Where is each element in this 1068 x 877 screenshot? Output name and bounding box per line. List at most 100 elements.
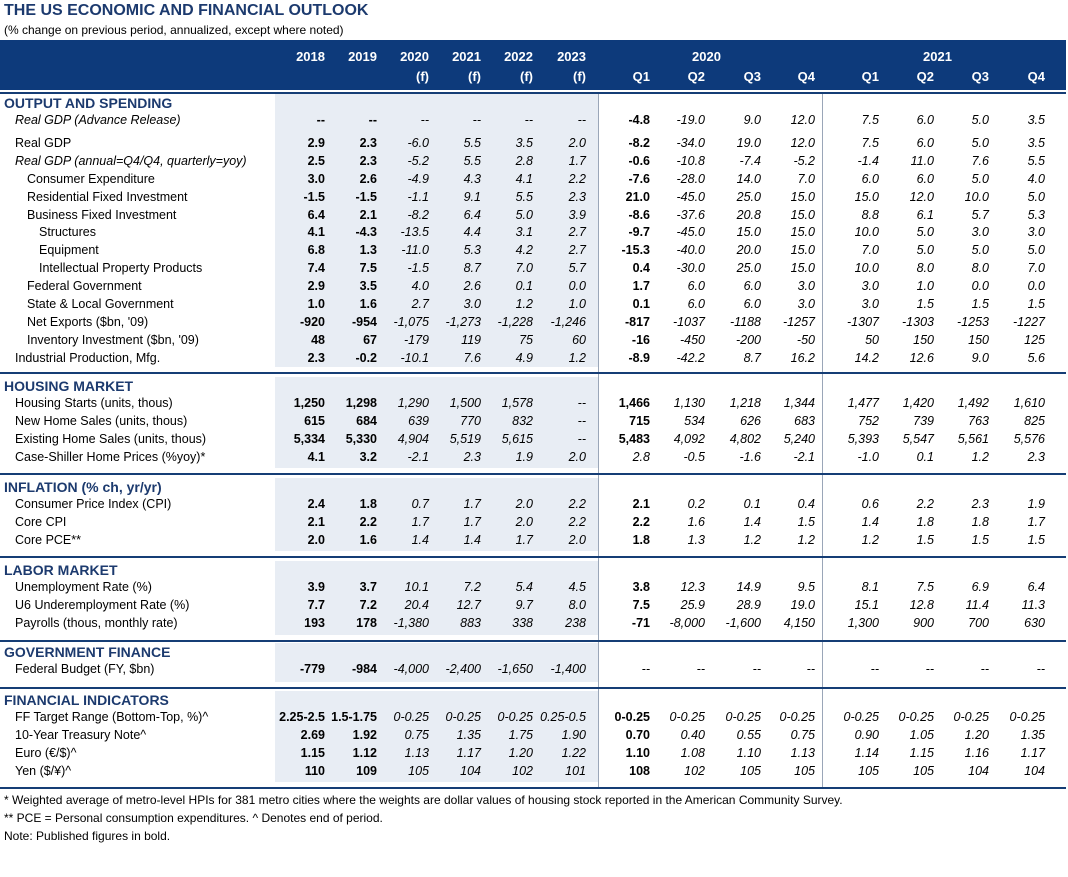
table-cell: --: [696, 662, 705, 676]
table-cell: 1.17: [456, 745, 481, 760]
table-cell: -1.4: [857, 153, 879, 168]
table-cell: 105: [794, 763, 815, 778]
header-forecast-2023: (f): [573, 69, 586, 84]
table-cell: 2.5: [307, 153, 325, 168]
table-cell: 102: [512, 763, 533, 778]
table-cell: 5.3: [463, 243, 481, 258]
table-cell: --: [925, 662, 934, 676]
section-heading: INFLATION (% ch, yr/yr): [4, 479, 162, 495]
table-cell: -40.0: [676, 243, 706, 258]
table-cell: 1.5-1.75: [331, 710, 377, 724]
table-cell: -954: [351, 314, 377, 329]
table-cell: 1,344: [783, 396, 815, 410]
header-quarter: Q2: [687, 69, 705, 84]
footnote: ** PCE = Personal consumption expenditur…: [4, 811, 383, 825]
table-cell: 684: [356, 413, 377, 428]
table-cell: -8.9: [628, 350, 650, 365]
table-cell: 2.2: [568, 514, 586, 529]
row-label: FF Target Range (Bottom-Top, %)^: [15, 710, 209, 724]
table-cell: --: [420, 113, 429, 127]
row-label: Case-Shiller Home Prices (%yoy)*: [15, 449, 206, 464]
table-cell: 1.10: [625, 745, 650, 760]
table-cell: 9.0: [743, 113, 761, 127]
table-cell: 15.0: [790, 225, 815, 240]
table-cell: -50: [796, 332, 815, 347]
table-cell: 1.22: [561, 745, 586, 760]
table-cell: 5,240: [783, 431, 815, 446]
table-cell: -2,400: [445, 662, 481, 676]
row-label: State & Local Government: [27, 297, 174, 311]
table-cell: -1,075: [393, 314, 429, 329]
table-cell: 5.5: [463, 153, 481, 168]
row-label: Net Exports ($bn, '09): [27, 314, 149, 329]
table-cell: --: [752, 662, 761, 676]
table-cell: 0-0.25: [843, 710, 879, 724]
table-cell: 1.6: [687, 514, 705, 529]
table-cell: 1.13: [404, 745, 429, 760]
row-label: Unemployment Rate (%): [15, 580, 152, 594]
table-cell: -28.0: [676, 171, 706, 186]
table-cell: 1.90: [561, 727, 586, 742]
table-cell: 2.3: [359, 153, 377, 168]
table-cell: -7.6: [628, 171, 650, 186]
table-cell: 5,615: [501, 431, 533, 446]
table-cell: 2.3: [359, 135, 377, 150]
table-cell: 9.5: [797, 580, 815, 594]
table-cell: 1.6: [359, 297, 377, 311]
header-band: [0, 40, 1066, 90]
table-cell: 4.5: [568, 580, 586, 594]
table-cell: -30.0: [676, 261, 706, 276]
table-cell: 1.5: [916, 297, 934, 311]
table-cell: 25.0: [736, 189, 761, 204]
table-cell: 50: [865, 332, 879, 347]
header-year-2021-quarters: 2021: [923, 49, 952, 64]
table-cell: 7.2: [359, 597, 377, 612]
row-label: Intellectual Property Products: [39, 261, 203, 276]
table-cell: 1.3: [359, 243, 377, 258]
table-cell: --: [368, 113, 377, 127]
table-cell: 8.7: [743, 350, 761, 365]
table-cell: 14.9: [736, 580, 761, 594]
table-cell: 4.0: [1027, 171, 1045, 186]
table-cell: 21.0: [625, 189, 650, 204]
table-cell: 5,483: [618, 431, 650, 446]
table-cell: 19.0: [790, 597, 815, 612]
table-cell: 9.7: [515, 597, 533, 612]
table-cell: 2.4: [307, 497, 325, 511]
table-cell: 1,130: [673, 396, 705, 410]
table-cell: 1,466: [618, 396, 650, 410]
row-label: Real GDP: [15, 135, 72, 150]
table-cell: 5.3: [1027, 207, 1045, 222]
table-cell: 5,393: [847, 431, 879, 446]
table-cell: 2.2: [632, 514, 650, 529]
table-cell: 4.1: [515, 171, 533, 186]
table-cell: 2.7: [568, 225, 586, 240]
section-divider: [0, 473, 1066, 475]
table-cell: 7.0: [861, 243, 879, 258]
table-cell: 7.5: [916, 580, 934, 594]
table-cell: 1.75: [508, 727, 533, 742]
table-cell: 763: [968, 413, 989, 428]
table-cell: 1,250: [293, 396, 325, 410]
table-cell: --: [806, 662, 815, 676]
header-year-2018: 2018: [296, 49, 325, 64]
table-cell: 0.70: [625, 727, 650, 742]
table-cell: 1.2: [797, 532, 815, 547]
table-cell: 12.0: [909, 189, 934, 204]
table-cell: 1.7: [632, 279, 650, 294]
section-heading: FINANCIAL INDICATORS: [4, 692, 169, 708]
table-cell: 5.0: [971, 171, 989, 186]
row-label: 10-Year Treasury Note^: [15, 727, 147, 742]
table-cell: 238: [565, 615, 586, 630]
table-cell: 1.3: [687, 532, 705, 547]
table-cell: 1.5: [1027, 532, 1045, 547]
section-heading: HOUSING MARKET: [4, 378, 134, 394]
table-cell: 6.0: [743, 279, 761, 294]
header-year-2020-quarters: 2020: [692, 49, 721, 64]
table-cell: 5.5: [463, 135, 481, 150]
table-cell: 1,578: [501, 396, 533, 410]
table-cell: 20.0: [736, 243, 761, 258]
table-cell: 15.0: [736, 225, 761, 240]
table-cell: 8.8: [861, 207, 879, 222]
section-heading: LABOR MARKET: [4, 562, 118, 578]
